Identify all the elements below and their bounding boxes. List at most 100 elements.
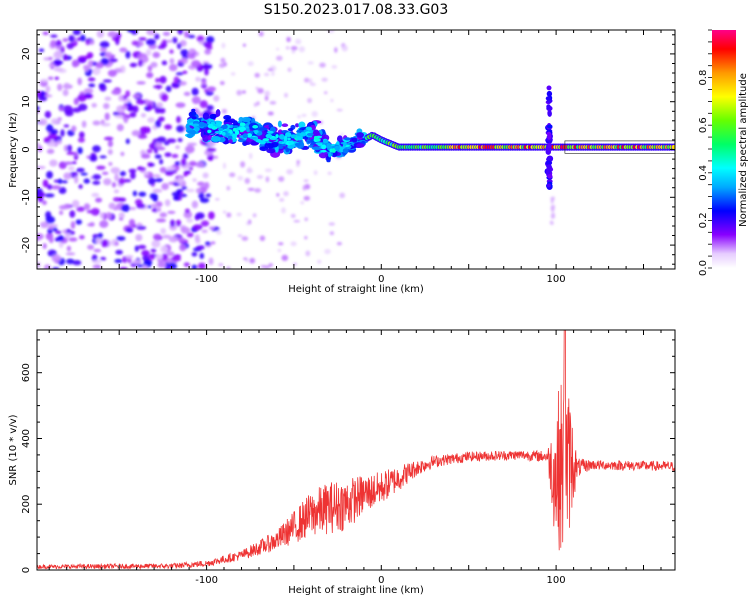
spectrogram-cell xyxy=(153,85,163,89)
spectrogram-cell xyxy=(195,161,205,168)
spectrogram-cell xyxy=(107,31,118,38)
spectrogram-cell xyxy=(91,102,97,108)
spectrogram-cell xyxy=(38,95,48,102)
spectrogram-cell xyxy=(191,87,199,96)
spectrogram-cell xyxy=(179,243,187,252)
spectrogram-cell xyxy=(304,217,308,222)
spectrogram-cell xyxy=(45,85,51,93)
spectrogram-cell xyxy=(63,172,72,180)
spectrogram-cell xyxy=(237,175,244,181)
spectrogram-cell xyxy=(128,218,136,227)
spectrogram-cell xyxy=(330,98,334,103)
spectrogram-cell xyxy=(290,241,297,247)
spectrogram-cell xyxy=(276,47,280,51)
spectrogram-cell xyxy=(183,153,189,159)
spectrogram-cell xyxy=(221,108,227,114)
snr-y-tick-label: 200 xyxy=(21,495,32,514)
spectrogram-cell xyxy=(547,142,552,149)
spectrogram-cell xyxy=(285,46,290,50)
spectrogram-cell xyxy=(54,76,60,80)
spectrogram-cell xyxy=(71,125,77,132)
spectrogram-cell xyxy=(315,138,321,142)
spectrogram-cell xyxy=(92,264,101,269)
spectrogram-cell xyxy=(215,121,222,128)
spectrogram-x-tick-label: 0 xyxy=(378,274,384,285)
spectrogram-cell xyxy=(236,212,242,217)
spectrogram-cell xyxy=(195,76,201,82)
spectrogram-cells xyxy=(37,30,675,269)
figure-title: S150.2023.017.08.33.G03 xyxy=(264,2,449,18)
spectrogram-cell xyxy=(148,162,155,167)
spectrogram-cell xyxy=(218,263,224,267)
spectrogram-cell xyxy=(545,160,553,166)
spectrogram-cell xyxy=(546,90,553,97)
spectrogram-cell xyxy=(58,205,68,210)
colorbar-label: Normalized spectral amplitude xyxy=(738,73,749,227)
spectrogram-cell xyxy=(46,148,55,154)
spectrogram-cell xyxy=(191,252,198,257)
spectrogram-cell xyxy=(114,173,119,182)
spectrogram-cell xyxy=(77,77,83,86)
spectrogram-cell xyxy=(252,213,257,218)
spectrogram-cell xyxy=(62,53,68,61)
spectrogram-cell xyxy=(201,229,208,234)
spectrogram-cell xyxy=(305,126,313,131)
spectrogram-cell xyxy=(190,129,197,135)
spectrogram-cell xyxy=(68,237,78,242)
spectrogram-cell xyxy=(328,152,332,158)
spectrogram-cell xyxy=(72,260,82,266)
spectrogram-cell xyxy=(150,248,157,253)
spectrogram-cell xyxy=(147,65,153,72)
spectrogram-cell xyxy=(202,172,209,179)
spectrogram-cell xyxy=(42,243,47,249)
spectrogram-cell xyxy=(64,110,74,117)
spectrogram-cell xyxy=(52,227,58,232)
spectrogram-cell xyxy=(66,144,73,152)
spectrogram-cell xyxy=(171,153,179,159)
spectrogram-cell xyxy=(319,62,326,68)
spectrogram-cell xyxy=(177,176,184,185)
spectrogram-cell xyxy=(229,130,233,134)
spectrogram-steady-band-outline xyxy=(564,140,675,154)
spectrogram-cell xyxy=(301,114,307,117)
spectrogram-cell xyxy=(545,96,551,101)
colorbar: 0.0 0.2 0.4 0.6 0.8 Normalized spectral ampl… xyxy=(698,29,749,276)
spectrogram-cell xyxy=(125,50,131,59)
spectrogram-y-tick-label: 20 xyxy=(21,48,32,61)
spectrogram-cell xyxy=(66,258,75,265)
spectrogram-cell xyxy=(154,119,162,128)
spectrogram-cell xyxy=(218,63,225,68)
spectrogram-cell xyxy=(281,123,289,127)
spectrogram-cell xyxy=(62,38,69,42)
spectrogram-cell xyxy=(136,167,147,171)
spectrogram-cell xyxy=(160,93,169,102)
spectrogram-cell xyxy=(551,205,555,210)
spectrogram-cell xyxy=(242,133,248,139)
spectrogram-cell xyxy=(118,94,124,102)
spectrogram-cell xyxy=(176,189,184,193)
spectrogram-cell xyxy=(331,148,336,153)
spectrogram-cell xyxy=(231,133,238,139)
spectrogram-cell xyxy=(50,34,58,38)
spectrogram-cell xyxy=(113,189,120,194)
spectrogram-cell xyxy=(286,36,291,43)
spectrogram-cell xyxy=(68,35,75,42)
spectrogram-cell xyxy=(278,134,285,140)
spectrogram-cell xyxy=(265,133,273,139)
spectrogram-cell xyxy=(252,125,259,129)
snr-ylabel: SNR (10 * v/v) xyxy=(8,414,19,485)
spectrogram-cell xyxy=(311,110,318,118)
spectrogram-cell xyxy=(205,193,212,198)
spectrogram-cell xyxy=(137,134,148,139)
spectrogram-cell xyxy=(206,147,217,152)
spectrogram-cell xyxy=(107,140,114,148)
spectrogram-cell xyxy=(240,161,246,168)
spectrogram-cell xyxy=(79,234,85,240)
spectrogram-cell xyxy=(180,226,191,234)
spectrogram-cell xyxy=(241,116,252,123)
spectrogram-cell xyxy=(222,162,227,169)
spectrogram-cell xyxy=(65,252,76,256)
spectrogram-cell xyxy=(114,115,125,119)
spectrogram-cell xyxy=(183,91,191,97)
